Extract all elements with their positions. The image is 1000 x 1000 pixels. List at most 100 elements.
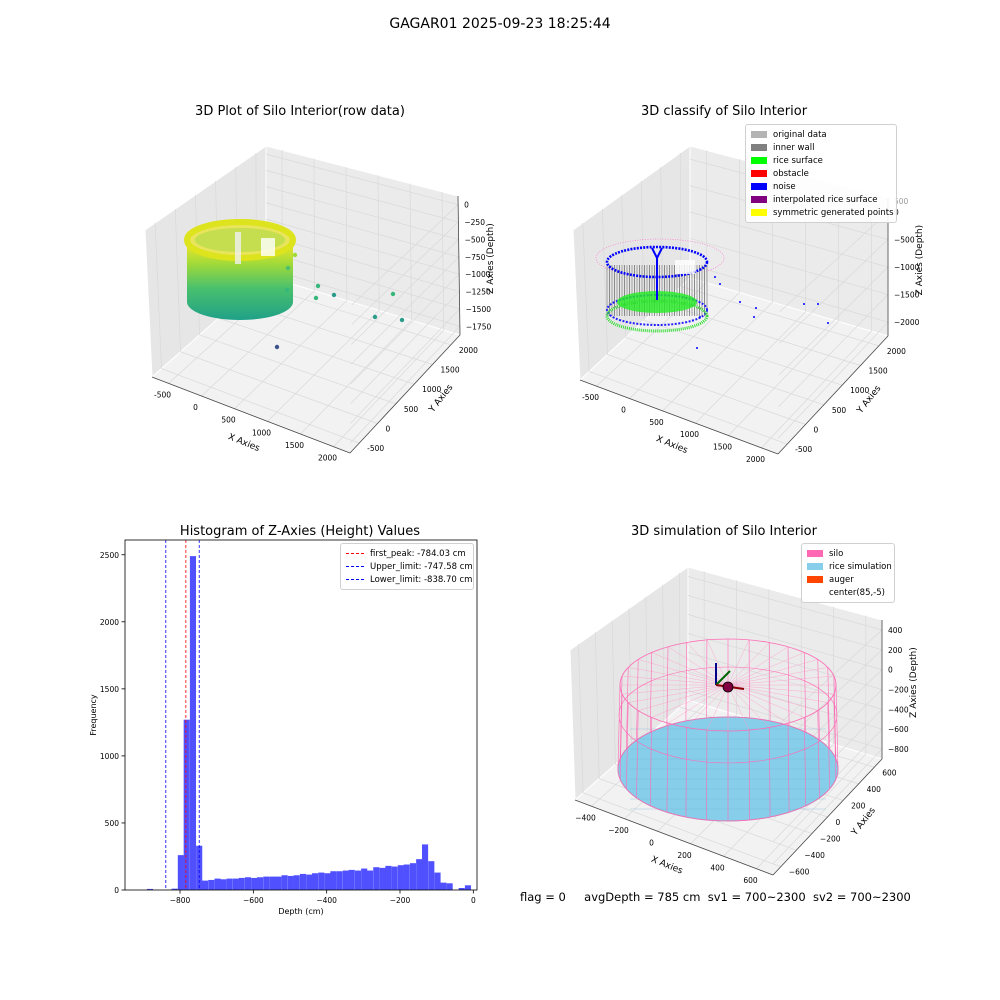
x-tick-label: 2000 [318, 454, 337, 463]
histogram-bar [428, 861, 435, 890]
legend-label: rice simulation [829, 561, 892, 572]
y-axis-label: Frequency [89, 694, 98, 736]
histogram-bar [324, 873, 331, 890]
legend-swatch [751, 144, 767, 151]
y-tick-label: 2000 [459, 346, 478, 355]
legend-label: original data [773, 129, 827, 140]
y-tick-label: 2500 [100, 551, 119, 560]
histogram-bar [244, 877, 252, 890]
silo-wire-vertical [666, 723, 669, 813]
y-gridline [594, 632, 797, 851]
histogram-bar [306, 874, 313, 890]
histogram-bar [183, 719, 190, 890]
silo-wire-vertical [649, 652, 652, 733]
legend-item: rice simulation [807, 560, 892, 573]
legend-label: inner wall [773, 142, 815, 153]
silo-wire-spoke [686, 684, 729, 728]
x-gridline [761, 193, 872, 449]
y-gridline [601, 208, 806, 425]
raw-auger-column [235, 232, 241, 264]
silo-wire-vertical [649, 717, 652, 806]
legend-label: first_peak: -784.03 cm [370, 548, 466, 559]
x-tick-label: 1000 [252, 428, 271, 437]
depth-histogram: −800 −600 −400 −200 0 0 500 1000 1500 2000 2500 Dep… [89, 539, 478, 916]
y-axis-line [349, 334, 461, 454]
silo-wire-vertical [833, 693, 837, 780]
noise-point [699, 316, 701, 318]
legend-swatch [751, 209, 767, 216]
histogram-bar [373, 867, 380, 890]
z-tick-label: 0 [888, 666, 893, 675]
silo-wire-vertical [804, 652, 807, 733]
raw-outlier-point [399, 317, 405, 323]
legend-item: auger [807, 573, 889, 586]
axis-arrow-green [715, 670, 731, 686]
silo-wire-vertical [636, 659, 639, 741]
legend-swatch [751, 157, 767, 164]
silo-bottom-rim [617, 716, 839, 822]
histogram-bar [330, 871, 337, 890]
legend-label: Upper_limit: -747.58 cm [370, 561, 473, 572]
z-tick-label: −600 [888, 725, 909, 734]
histogram-bar [293, 875, 300, 890]
y-tick-label: 500 [404, 405, 419, 414]
x-tick-label: 600 [743, 876, 758, 885]
legend-label: Lower_limit: -838.70 cm [370, 574, 473, 585]
legend-swatch [751, 170, 767, 177]
flag-value: flag = 0 [520, 890, 566, 904]
x-gridline [234, 166, 348, 409]
silo-wire-vertical [769, 727, 771, 818]
z-axis-label: Z Axies (Depth) [915, 225, 925, 296]
z-tick-label: −2000 [894, 318, 920, 327]
y-tick-label: 0 [114, 886, 119, 895]
histogram-bar [422, 844, 429, 890]
z-tick-label-partial: 500 [894, 197, 909, 206]
legend-swatch [807, 563, 823, 570]
x-tick-label: −400 [575, 813, 596, 822]
y-axis-line [777, 335, 889, 455]
legend-label: silo [829, 548, 844, 559]
silo-wire-vertical [835, 684, 839, 770]
histogram-bar [147, 888, 154, 890]
legend-item: rice surface [751, 154, 891, 167]
histogram-bar [269, 876, 276, 890]
silo-wire-spoke [622, 675, 729, 686]
noise-point [714, 276, 716, 278]
x-gridline [267, 175, 380, 422]
x-gridline [333, 191, 445, 447]
x-tick-label: 0 [193, 403, 198, 412]
histogram-bar [208, 879, 215, 890]
histogram-bar [342, 870, 349, 890]
silo-wire-spoke [727, 642, 770, 686]
x-tick-label: -500 [154, 390, 171, 399]
legend-item: interpolated rice surface [751, 193, 891, 206]
x-tick-label: 0 [649, 838, 654, 847]
panel-title-classify: 3D classify of Silo Interior [640, 104, 808, 119]
noise-ring-bottom [606, 294, 708, 326]
silo-wire-spoke [727, 675, 834, 686]
silo-wire-vertical [817, 659, 820, 741]
y-axis-line [772, 758, 883, 876]
raw-outlier-point [331, 292, 337, 298]
raw-outlier-point [315, 283, 321, 289]
silo-wire-vertical [619, 676, 623, 759]
noise-point [755, 307, 757, 309]
silo-wire-spoke [667, 684, 729, 724]
simulation-legend: silo rice simulation auger center(85,-5) [801, 543, 895, 603]
x-gridline [728, 185, 839, 436]
panel-title-simulation: 3D simulation of Silo Interior [631, 524, 817, 539]
classify-legend: original data inner wall rice surface obsta… [745, 124, 897, 223]
x-axis-line [579, 379, 779, 455]
silo-wire-spoke [686, 642, 729, 686]
legend-item: symmetric generated points [751, 206, 894, 219]
y-tick-label: -500 [367, 444, 384, 453]
silo-wire-spoke [651, 684, 729, 718]
silo-wire-vertical [626, 667, 629, 750]
silo-wire-vertical [827, 667, 830, 750]
y-tick-label: -500 [795, 445, 812, 454]
sv2-value: sv2 = 700~2300 [812, 890, 911, 904]
noise-point [817, 303, 819, 305]
histogram-bar [336, 871, 343, 890]
legend-swatch [751, 131, 767, 138]
silo-wire-spoke [727, 684, 805, 718]
